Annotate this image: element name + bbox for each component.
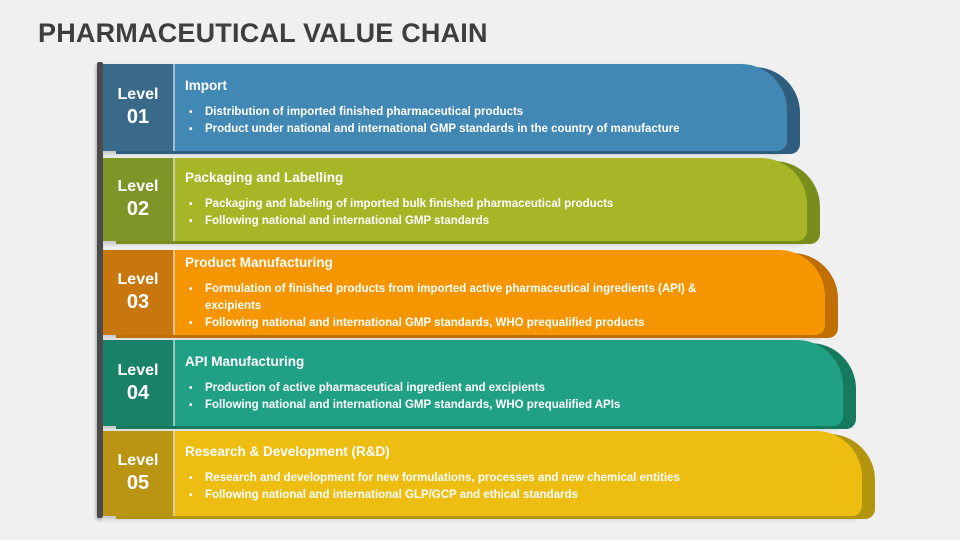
level-label: Level bbox=[117, 361, 159, 379]
bullet-text: Distribution of imported finished pharma… bbox=[205, 106, 524, 118]
level-label: Level bbox=[117, 86, 159, 103]
level-bullets: • Packaging and labeling of imported bulk… bbox=[185, 196, 729, 230]
bullet-item: • Following national and international GM… bbox=[189, 315, 729, 332]
bullet-dot-icon: • bbox=[189, 124, 193, 135]
bullet-text: Following national and international GMP… bbox=[205, 398, 621, 411]
level-heading: Product Manufacturing bbox=[185, 254, 333, 270]
level-heading: Research & Development (R&D) bbox=[185, 444, 390, 459]
level-tab: Level 04 bbox=[103, 340, 175, 426]
level-tab: Level 05 bbox=[103, 431, 175, 516]
bullet-text: Following national and international GMP… bbox=[205, 316, 645, 329]
level-banner: Level 02 Packaging and Labelling • Packag… bbox=[103, 158, 807, 241]
level-number: 01 bbox=[126, 106, 150, 128]
level-bullets: • Distribution of imported finished pharm… bbox=[185, 104, 729, 138]
bullet-item: • Following national and international GM… bbox=[189, 397, 729, 414]
bullet-text: Following national and international GMP… bbox=[205, 215, 490, 227]
bullet-item: • Following national and international GL… bbox=[189, 487, 729, 504]
level-bullets: • Formulation of finished products from i… bbox=[185, 281, 729, 332]
bullet-text: Production of active pharmaceutical ingr… bbox=[205, 381, 545, 394]
level-content: Packaging and Labelling • Packaging and l… bbox=[175, 158, 807, 241]
level-number: 03 bbox=[126, 291, 150, 313]
bullet-dot-icon: • bbox=[189, 473, 193, 484]
level-content: Import • Distribution of imported finishe… bbox=[175, 64, 787, 151]
level-banner: Level 05 Research & Development (R&D) • R… bbox=[103, 431, 862, 516]
level-number: 04 bbox=[126, 381, 150, 404]
bullet-dot-icon: • bbox=[189, 283, 193, 295]
level-number: 02 bbox=[126, 198, 150, 220]
level-banner: Level 03 Product Manufacturing • Formulat… bbox=[103, 250, 825, 335]
bullet-dot-icon: • bbox=[189, 399, 193, 411]
bullet-item: • Packaging and labeling of imported bulk… bbox=[189, 196, 729, 213]
bullet-item: • Following national and international GM… bbox=[189, 213, 729, 230]
level-tab: Level 02 bbox=[103, 158, 175, 241]
bullet-dot-icon: • bbox=[189, 216, 193, 227]
level-number: 05 bbox=[126, 472, 150, 494]
stack-spine bbox=[97, 62, 103, 518]
bullet-text: Formulation of finished products from im… bbox=[205, 282, 697, 312]
bullet-text: Following national and international GLP… bbox=[205, 489, 578, 501]
level-heading: Packaging and Labelling bbox=[185, 170, 344, 185]
bullet-dot-icon: • bbox=[189, 107, 193, 118]
bullet-text: Packaging and labeling of imported bulk … bbox=[205, 198, 614, 210]
bullet-item: • Research and development for new formul… bbox=[189, 470, 729, 487]
level-label: Level bbox=[117, 178, 159, 195]
level-heading: API Manufacturing bbox=[185, 353, 305, 369]
bullet-text: Product under national and international… bbox=[205, 123, 680, 135]
level-content: API Manufacturing • Production of active … bbox=[175, 340, 843, 426]
level-tab: Level 03 bbox=[103, 250, 175, 335]
bullet-item: • Distribution of imported finished pharm… bbox=[189, 104, 729, 121]
bullet-dot-icon: • bbox=[189, 490, 193, 501]
level-content: Research & Development (R&D) • Research a… bbox=[175, 431, 862, 516]
bullet-item: • Production of active pharmaceutical ing… bbox=[189, 380, 729, 397]
bullet-text: Research and development for new formula… bbox=[205, 472, 680, 484]
bullet-dot-icon: • bbox=[189, 199, 193, 210]
level-label: Level bbox=[117, 271, 159, 288]
bullet-item: • Product under national and internationa… bbox=[189, 121, 729, 138]
bullet-dot-icon: • bbox=[189, 317, 193, 329]
level-banner: Level 01 Import • Distribution of importe… bbox=[103, 64, 787, 151]
level-bullets: • Production of active pharmaceutical ing… bbox=[185, 380, 729, 414]
level-heading: Import bbox=[185, 78, 227, 93]
level-tab: Level 01 bbox=[103, 64, 175, 151]
level-bullets: • Research and development for new formul… bbox=[185, 470, 729, 504]
level-banner: Level 04 API Manufacturing • Production o… bbox=[103, 340, 843, 426]
slide-title: PHARMACEUTICAL VALUE CHAIN bbox=[38, 18, 488, 48]
bullet-item: • Formulation of finished products from i… bbox=[189, 281, 729, 315]
bullet-dot-icon: • bbox=[189, 382, 193, 394]
level-label: Level bbox=[117, 452, 159, 469]
level-content: Product Manufacturing • Formulation of fi… bbox=[175, 250, 825, 335]
